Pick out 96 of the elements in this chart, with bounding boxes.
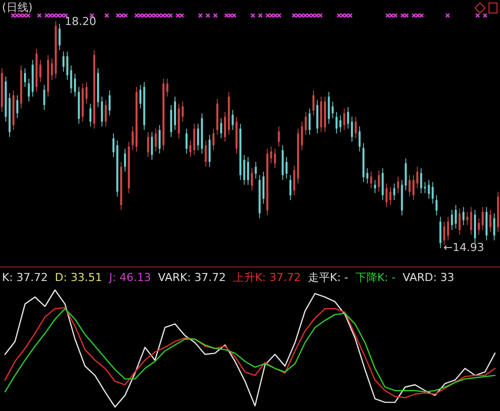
candlestick — [454, 204, 457, 229]
candlestick — [254, 162, 257, 179]
annotation: 18.20 — [64, 15, 96, 28]
candlestick — [378, 170, 380, 192]
candlestick — [470, 206, 472, 236]
candlestick — [278, 126, 280, 148]
candlestick — [50, 58, 53, 80]
text: K: 37.72 — [2, 271, 48, 284]
candlestick — [112, 133, 114, 158]
candlestick — [416, 166, 418, 189]
candlestick — [354, 116, 357, 139]
candlestick — [370, 171, 372, 189]
candlestick — [358, 126, 361, 152]
candlestick — [347, 106, 350, 129]
candlestick — [486, 206, 488, 241]
candlestick — [308, 108, 311, 136]
candlestick — [482, 206, 484, 230]
text: 下降K: - — [355, 271, 396, 284]
text: D: 33.51 — [54, 271, 102, 284]
candlestick — [343, 108, 346, 130]
candlestick — [197, 123, 200, 151]
candlestick — [289, 174, 292, 200]
candlestick — [300, 121, 303, 151]
candlestick — [397, 176, 400, 194]
candlestick — [450, 209, 453, 230]
text: J: 46.13 — [108, 271, 152, 284]
candlestick — [443, 221, 446, 246]
candlestick — [166, 78, 168, 98]
text: 走平K: - — [308, 271, 348, 284]
candlestick — [366, 168, 368, 184]
candlestick — [158, 124, 161, 154]
candlestick — [43, 84, 46, 110]
candlestick — [186, 128, 188, 154]
candlestick — [220, 118, 222, 139]
candlestick — [212, 128, 214, 151]
candlestick — [304, 112, 307, 136]
candlestick — [104, 100, 107, 127]
candlestick — [62, 51, 64, 72]
candlestick — [174, 96, 176, 130]
candlestick — [293, 164, 296, 196]
candlestick — [147, 132, 150, 158]
candlestick — [408, 174, 411, 198]
candlestick — [412, 174, 414, 200]
text: 上升K: 37.72 — [232, 271, 301, 284]
candlestick — [24, 68, 26, 88]
candlestick — [458, 208, 461, 236]
candlestick — [274, 148, 276, 169]
candlestick — [439, 216, 442, 248]
candlestick — [389, 186, 392, 206]
candlestick — [493, 212, 496, 241]
candlestick — [386, 183, 388, 208]
candlestick — [100, 96, 103, 127]
annotation: ←14.93 — [443, 241, 484, 254]
candlestick — [150, 132, 153, 160]
candlestick — [393, 183, 396, 200]
text: VARD: 33 — [402, 271, 454, 284]
candlestick — [132, 126, 134, 151]
candlestick — [432, 182, 434, 204]
candlestick — [74, 73, 76, 98]
candlestick — [204, 140, 207, 168]
candlestick — [316, 100, 318, 134]
candlestick — [424, 182, 426, 194]
candlestick — [474, 209, 476, 244]
candlestick — [89, 103, 92, 127]
candlestick — [436, 194, 438, 216]
candlestick — [489, 209, 492, 232]
candlestick — [447, 216, 450, 241]
candlestick — [462, 206, 464, 226]
candlestick — [374, 180, 376, 194]
chart-title: (日线) — [2, 1, 33, 14]
candlestick — [208, 134, 211, 168]
candlestick — [108, 90, 111, 116]
candlestick — [404, 158, 407, 191]
candlestick — [420, 168, 422, 194]
candlestick — [428, 180, 430, 200]
candlestick — [86, 82, 88, 104]
candlestick — [339, 115, 342, 132]
candlestick — [328, 91, 330, 124]
candlestick — [262, 171, 264, 204]
candlestick — [350, 116, 353, 142]
text: VARK: 37.72 — [158, 271, 226, 284]
candlestick — [232, 109, 234, 130]
candlestick — [312, 90, 314, 116]
candlestick — [124, 148, 126, 172]
candlestick — [16, 94, 18, 119]
candlestick — [193, 123, 196, 156]
candlestick — [247, 156, 250, 186]
candlestick — [336, 112, 338, 134]
candlestick — [382, 168, 384, 200]
candlestick — [58, 23, 61, 51]
candlestick — [170, 104, 172, 138]
candlestick — [39, 59, 42, 82]
candlestick — [154, 128, 157, 152]
candlestick — [286, 156, 288, 179]
candlestick — [250, 168, 253, 191]
candlestick — [224, 112, 226, 142]
